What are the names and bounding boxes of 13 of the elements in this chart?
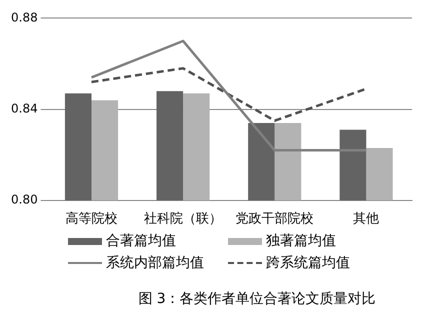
x-tick-label: 社科院（联） [144,212,222,227]
x-tick-label: 高等院校 [66,210,118,227]
legend-label: 合著篇均值 [106,232,176,250]
text: 图 3：各类作者单位合著论文质量对比 [137,290,377,308]
legend-label: 系统内部篇均值 [106,254,204,272]
x-tick-label: 其他 [353,212,380,227]
line-series [90,67,368,122]
legend-label: 跨系统篇均值 [266,254,350,272]
y-tick-label: 0.84 [11,101,38,116]
y-tick-label: 0.80 [11,192,38,207]
y-tick-label: 0.88 [11,10,38,24]
legend-label: 独著篇均值 [266,232,336,250]
x-tick-label: 党政干部院校 [236,212,314,227]
